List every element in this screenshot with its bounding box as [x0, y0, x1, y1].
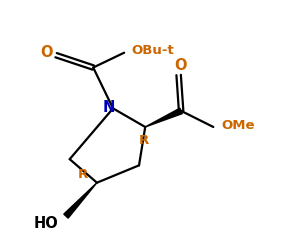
Text: OBu-t: OBu-t [131, 44, 174, 57]
Text: O: O [40, 45, 52, 60]
Text: HO: HO [34, 216, 59, 231]
Text: O: O [174, 58, 187, 72]
Text: N: N [103, 100, 115, 115]
Polygon shape [64, 183, 97, 218]
Text: R: R [78, 168, 88, 181]
Polygon shape [145, 108, 182, 127]
Text: R: R [138, 134, 149, 147]
Text: OMe: OMe [221, 119, 255, 132]
